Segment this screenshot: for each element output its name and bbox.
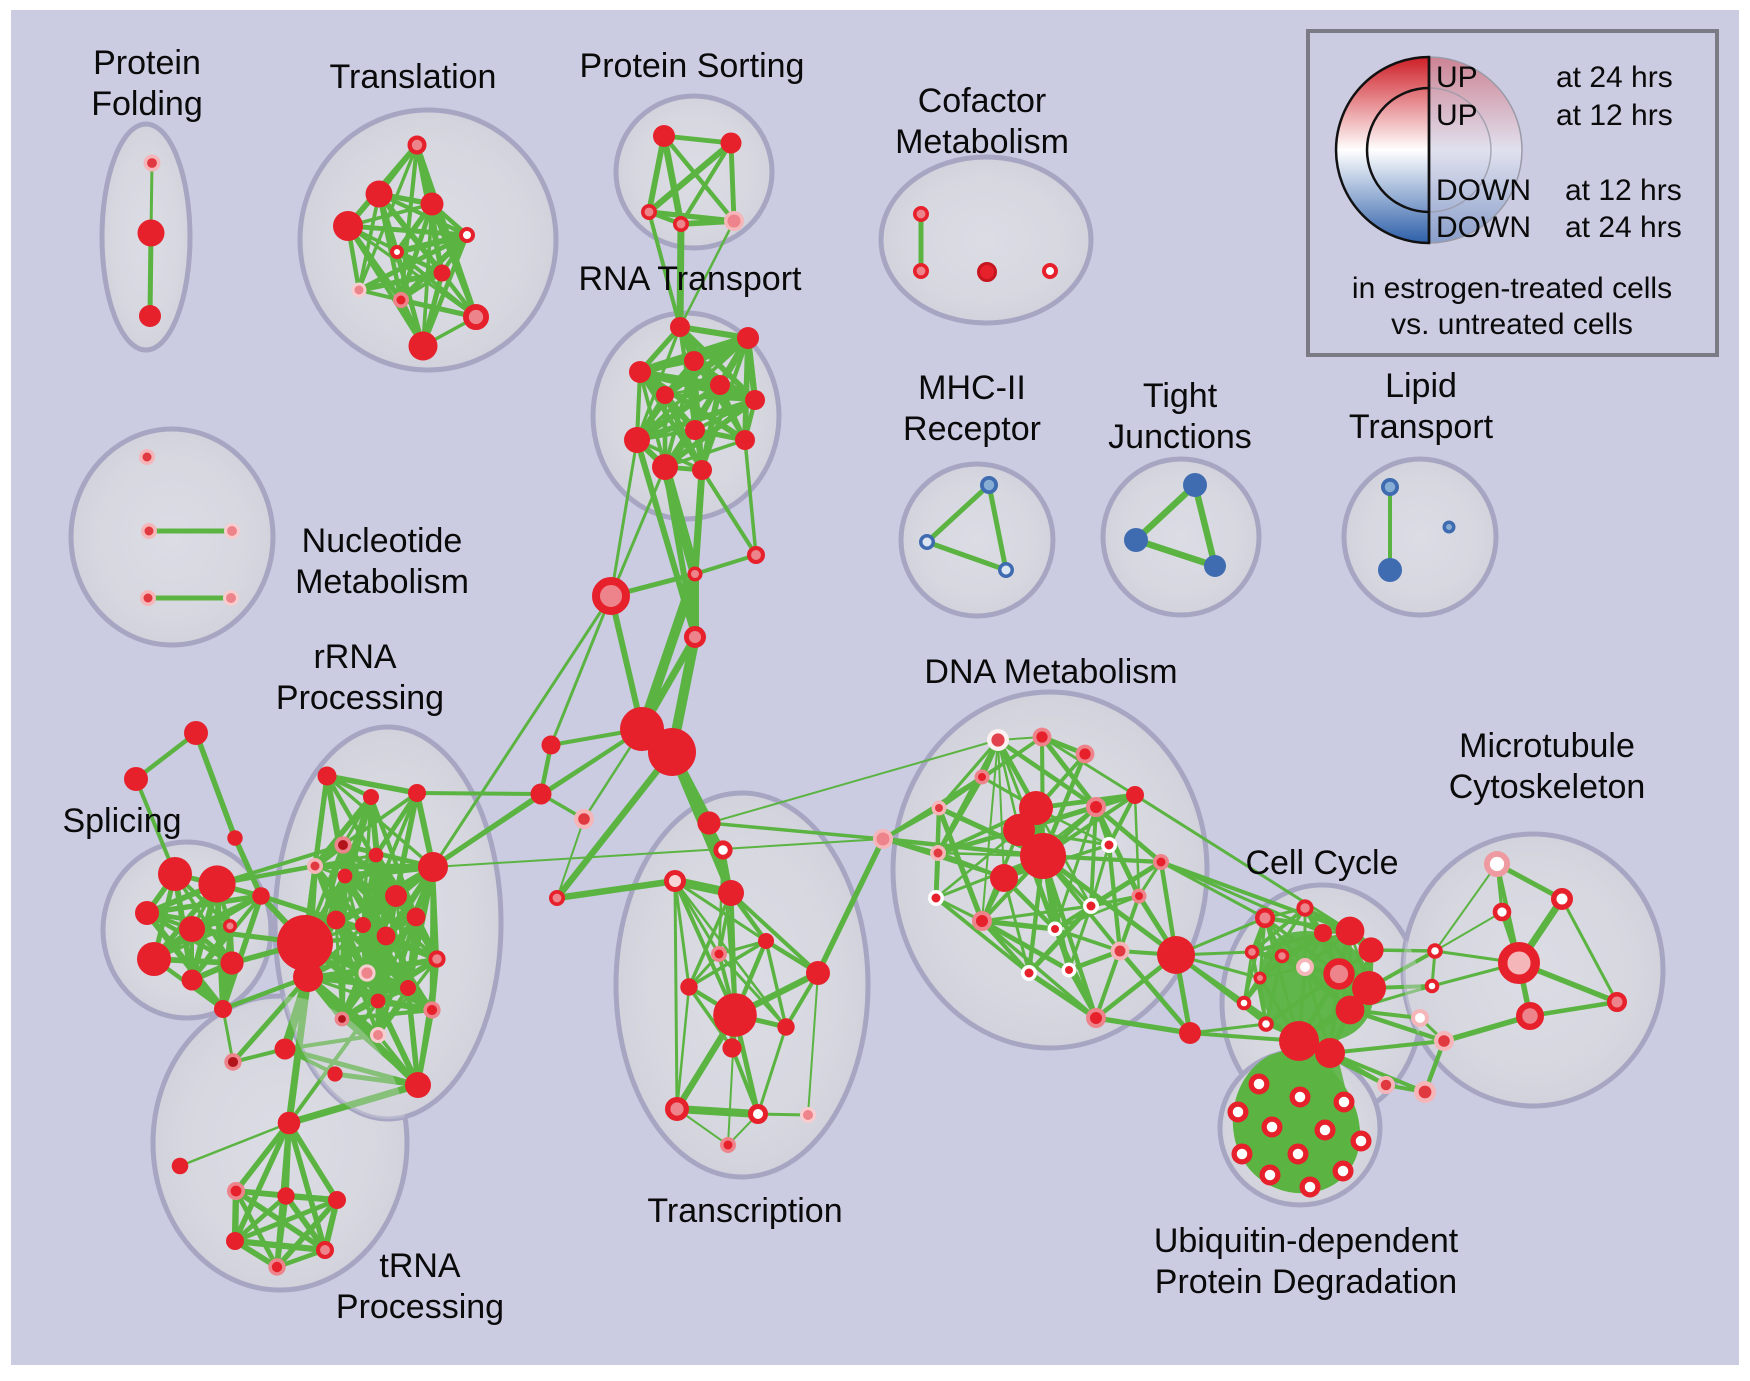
svg-text:Translation: Translation xyxy=(330,58,497,96)
svg-text:Cell Cycle: Cell Cycle xyxy=(1245,844,1398,882)
svg-text:Metabolism: Metabolism xyxy=(895,123,1069,161)
svg-text:Ubiquitin-dependent: Ubiquitin-dependent xyxy=(1154,1222,1459,1260)
svg-text:at 12 hrs: at 12 hrs xyxy=(1556,99,1673,132)
svg-text:Microtubule: Microtubule xyxy=(1459,727,1635,765)
svg-text:vs. untreated cells: vs. untreated cells xyxy=(1391,308,1633,341)
svg-text:Nucleotide: Nucleotide xyxy=(302,522,463,560)
svg-text:Lipid: Lipid xyxy=(1385,367,1457,405)
svg-text:Protein Degradation: Protein Degradation xyxy=(1155,1263,1457,1301)
svg-text:at 24 hrs: at 24 hrs xyxy=(1565,211,1682,244)
svg-text:UP: UP xyxy=(1436,61,1478,94)
svg-text:Protein Sorting: Protein Sorting xyxy=(580,47,805,85)
svg-text:Cytoskeleton: Cytoskeleton xyxy=(1449,768,1646,806)
svg-text:Processing: Processing xyxy=(336,1288,504,1326)
svg-text:DOWN: DOWN xyxy=(1436,174,1531,207)
svg-text:at 12 hrs: at 12 hrs xyxy=(1565,174,1682,207)
svg-text:RNA Transport: RNA Transport xyxy=(579,260,803,298)
svg-text:Tight: Tight xyxy=(1143,377,1218,415)
svg-text:Transcription: Transcription xyxy=(647,1192,842,1230)
svg-text:Cofactor: Cofactor xyxy=(918,82,1047,120)
svg-text:Metabolism: Metabolism xyxy=(295,563,469,601)
svg-text:in estrogen-treated cells: in estrogen-treated cells xyxy=(1352,272,1672,305)
svg-text:DNA Metabolism: DNA Metabolism xyxy=(924,653,1177,691)
svg-text:UP: UP xyxy=(1436,99,1478,132)
svg-text:Junctions: Junctions xyxy=(1108,418,1252,456)
svg-text:Transport: Transport xyxy=(1349,408,1494,446)
svg-text:rRNA: rRNA xyxy=(313,638,396,676)
svg-text:Receptor: Receptor xyxy=(903,410,1041,448)
svg-text:tRNA: tRNA xyxy=(379,1247,461,1285)
svg-text:DOWN: DOWN xyxy=(1436,211,1531,244)
svg-text:Processing: Processing xyxy=(276,679,444,717)
svg-text:Folding: Folding xyxy=(91,85,203,123)
svg-text:MHC-II: MHC-II xyxy=(918,369,1026,407)
svg-text:Protein: Protein xyxy=(93,44,201,82)
svg-text:at 24 hrs: at 24 hrs xyxy=(1556,61,1673,94)
svg-text:Splicing: Splicing xyxy=(62,802,181,840)
